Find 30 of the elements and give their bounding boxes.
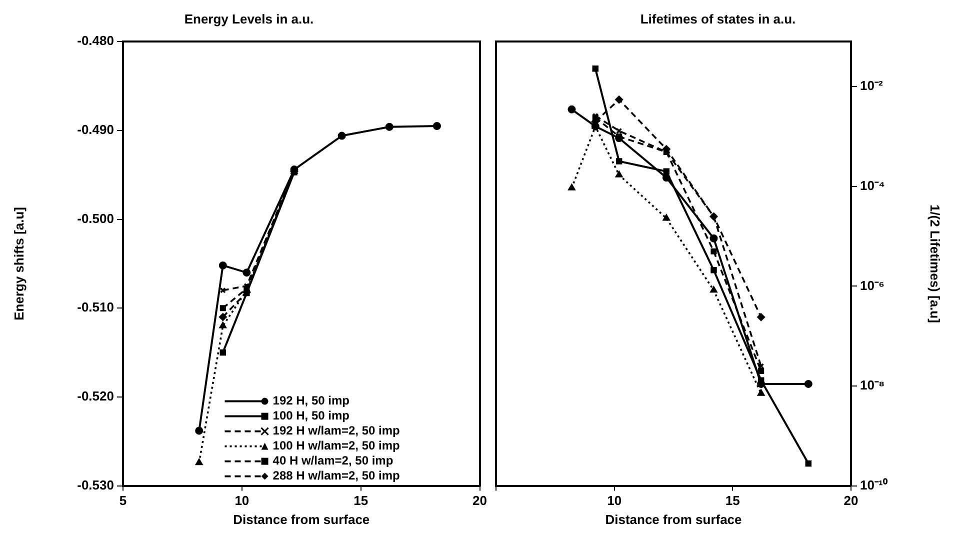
y-tick-label: 10⁻⁸ (860, 378, 885, 393)
legend-label: 288 H w/lam=2, 50 imp (272, 468, 400, 483)
legend-label: 100 H, 50 imp (272, 408, 350, 423)
y-tick-label: 10⁻¹⁰ (860, 477, 888, 492)
legend-label: 192 H, 50 imp (272, 394, 350, 408)
x-tick-label: 15 (725, 493, 740, 508)
x-tick-label: 20 (472, 493, 488, 508)
y-axis-title: Energy shifts [a.u] (11, 206, 26, 320)
chart-title: Energy Levels in a.u. (184, 11, 314, 26)
y-tick-label: -0.500 (77, 210, 114, 226)
x-tick-label: 15 (354, 493, 368, 508)
y-tick-label: 10⁻⁴ (860, 178, 885, 194)
y-tick-label: 10⁻² (860, 78, 884, 94)
y-tick-label: -0.520 (77, 388, 114, 404)
x-tick-label: 10 (607, 493, 622, 508)
x-tick-label: 10 (234, 493, 250, 508)
y-tick-label: -0.530 (77, 477, 114, 492)
x-axis-title: Distance from surface (605, 512, 742, 527)
x-tick-label: 5 (119, 493, 127, 508)
y-axis-title: 1/(2 Lifetimes) [a.u] (928, 204, 943, 323)
y-tick-label: -0.480 (77, 33, 114, 48)
legend-label: 100 H w/lam=2, 50 imp (272, 438, 400, 453)
chart-title: Lifetimes of states in a.u. (640, 11, 796, 26)
y-tick-label: -0.490 (77, 122, 114, 138)
x-axis-title: Distance from surface (233, 512, 370, 527)
y-tick-label: 10⁻⁶ (860, 278, 884, 293)
x-tick-label: 20 (844, 493, 858, 508)
legend-label: 192 H w/lam=2, 50 imp (272, 424, 400, 438)
y-tick-label: -0.510 (77, 300, 114, 315)
legend-label: 40 H w/lam=2, 50 imp (272, 454, 394, 468)
